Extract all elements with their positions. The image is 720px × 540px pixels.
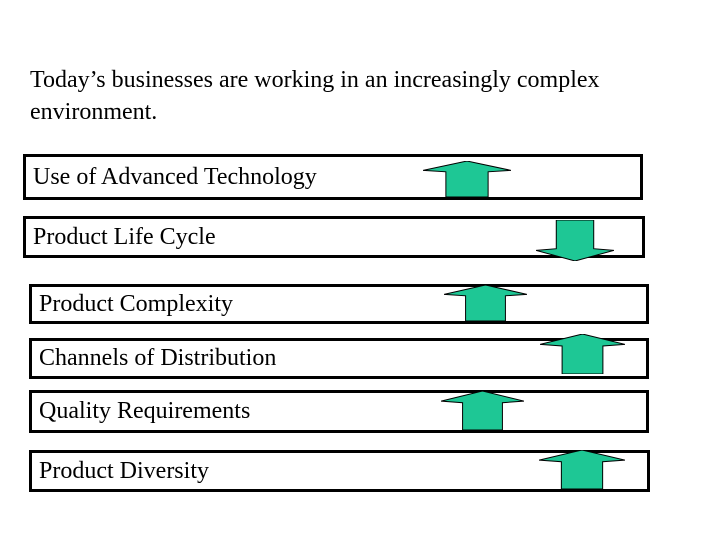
factor-label: Use of Advanced Technology (33, 163, 317, 190)
slide-title: Today’s businesses are working in an inc… (30, 67, 600, 125)
up-arrow-icon (540, 334, 625, 374)
factor-box-advanced-technology: Use of Advanced Technology (23, 154, 643, 200)
factor-label: Product Life Cycle (33, 223, 216, 250)
factor-box-product-complexity: Product Complexity (29, 284, 649, 324)
factor-box-quality-requirements: Quality Requirements (29, 390, 649, 433)
factor-label: Channels of Distribution (39, 345, 277, 371)
up-arrow-icon (539, 450, 625, 489)
factor-box-product-life-cycle: Product Life Cycle (23, 216, 645, 258)
up-arrow-icon (423, 161, 511, 197)
factor-label: Product Diversity (39, 457, 209, 484)
up-arrow-icon (441, 391, 524, 430)
factor-label: Quality Requirements (39, 398, 251, 424)
factor-box-product-diversity: Product Diversity (29, 450, 650, 492)
factor-label: Product Complexity (39, 290, 233, 317)
down-arrow-icon (536, 220, 614, 261)
factor-box-channels-of-distribution: Channels of Distribution (29, 338, 649, 379)
up-arrow-icon (444, 285, 527, 321)
